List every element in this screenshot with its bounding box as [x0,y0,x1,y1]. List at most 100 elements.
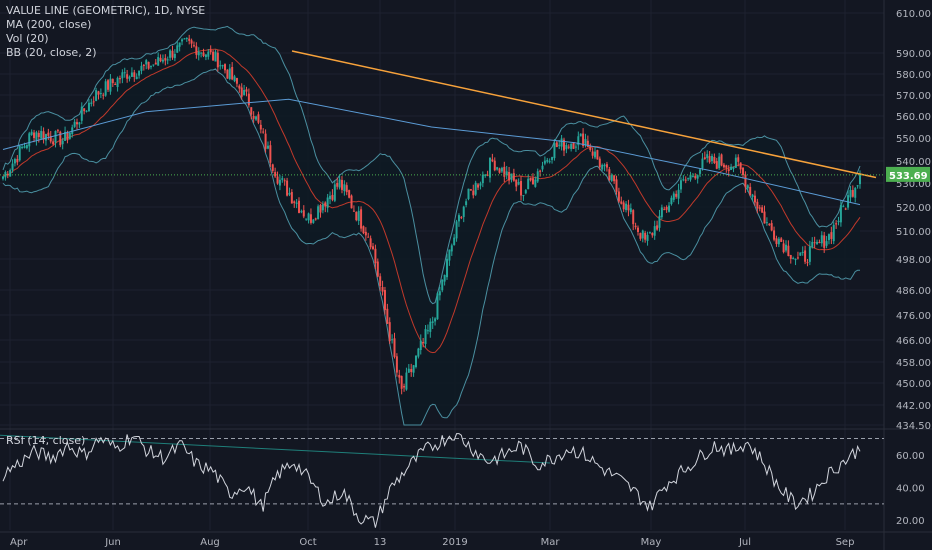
candle-body [369,238,372,248]
candle-body [35,132,38,140]
legend-ma[interactable]: MA (200, close) [6,18,92,31]
candle-body [257,114,260,123]
candle-body [560,138,563,147]
candle-body [768,223,771,225]
candle-body [465,201,468,206]
legend-bb[interactable]: BB (20, close, 2) [6,46,97,59]
candle-body [333,184,336,201]
time-tick-label: Aug [200,537,220,548]
candle-body [708,156,711,163]
candle-body [730,166,733,170]
candle-body [601,164,604,170]
candle-body [386,308,389,324]
candle-body [11,163,14,171]
candle-body [441,279,444,291]
candle-body [321,204,324,211]
price-tick-label: 434.50 [896,421,931,432]
candle-body [665,206,668,210]
candle-body [539,170,542,172]
candle-body [123,72,126,74]
candle-body [515,179,518,187]
candle-body [691,175,694,177]
candle-body [192,45,195,47]
candle-body [426,330,429,332]
candle-body [486,174,489,176]
candle-body [799,252,802,256]
candle-body [164,57,167,61]
candle-body [720,154,723,166]
candle-body [488,157,491,178]
candle-body [424,329,427,344]
candle-body [773,230,776,240]
candle-body [61,140,64,145]
candle-body [2,176,4,179]
candle-body [276,176,279,184]
price-tick-label: 540.00 [896,157,931,168]
candle-body [64,131,67,141]
legend-title[interactable]: VALUE LINE (GEOMETRIC), 1D, NYSE [6,4,206,17]
candle-body [777,238,780,245]
candle-body [52,141,55,145]
rsi-legend[interactable]: RSI (14, close) [6,434,86,447]
candle-body [422,342,425,344]
candle-body [577,136,580,146]
candle-body [527,178,530,190]
candle-body [844,208,847,210]
candle-body [114,83,117,85]
candle-body [598,158,601,168]
candle-body [173,53,176,59]
candle-body [152,64,155,66]
candle-body [660,207,663,218]
candle-body [677,189,680,199]
candle-body [584,138,587,146]
candle-body [78,122,81,125]
candle-body [169,50,172,58]
candle-body [111,79,114,84]
candle-body [85,110,88,112]
candle-body [235,77,238,84]
candle-body [512,173,515,181]
candle-body [271,164,274,171]
candle-body [264,133,267,149]
candle-body [410,369,413,373]
candle-body [653,226,656,236]
candle-body [80,106,83,121]
candle-body [140,65,143,71]
candle-body [706,154,709,159]
candle-body [376,261,379,277]
candle-body [622,202,625,210]
candle-body [496,167,499,170]
candle-body [329,195,332,200]
candle-body [694,175,697,179]
legend-vol[interactable]: Vol (20) [6,32,49,45]
rsi-tick-label: 40.00 [896,484,925,495]
candle-body [357,210,360,221]
candle-body [808,246,811,262]
candle-body [95,90,98,101]
time-tick-label: Sep [836,537,855,548]
candle-body [274,172,277,177]
candle-body [188,38,191,41]
candle-body [166,59,169,61]
candle-body [469,189,472,191]
candle-body [529,177,532,181]
time-tick-label: May [641,537,662,548]
candle-body [290,192,293,204]
rsi-panel [0,433,884,528]
candle-body [500,167,503,172]
candle-body [47,132,50,136]
candle-body [450,245,453,252]
candle-body [565,144,568,150]
candle-body [627,204,630,211]
candle-body [90,102,93,104]
price-tick-label: 590.00 [896,49,931,60]
candle-body [266,145,269,149]
candle-body [300,211,303,213]
candle-body [811,241,814,248]
candle-body [656,225,659,230]
candle-body [484,174,487,176]
candle-body [135,76,138,80]
candle-body [562,139,565,151]
candle-body [286,180,289,196]
